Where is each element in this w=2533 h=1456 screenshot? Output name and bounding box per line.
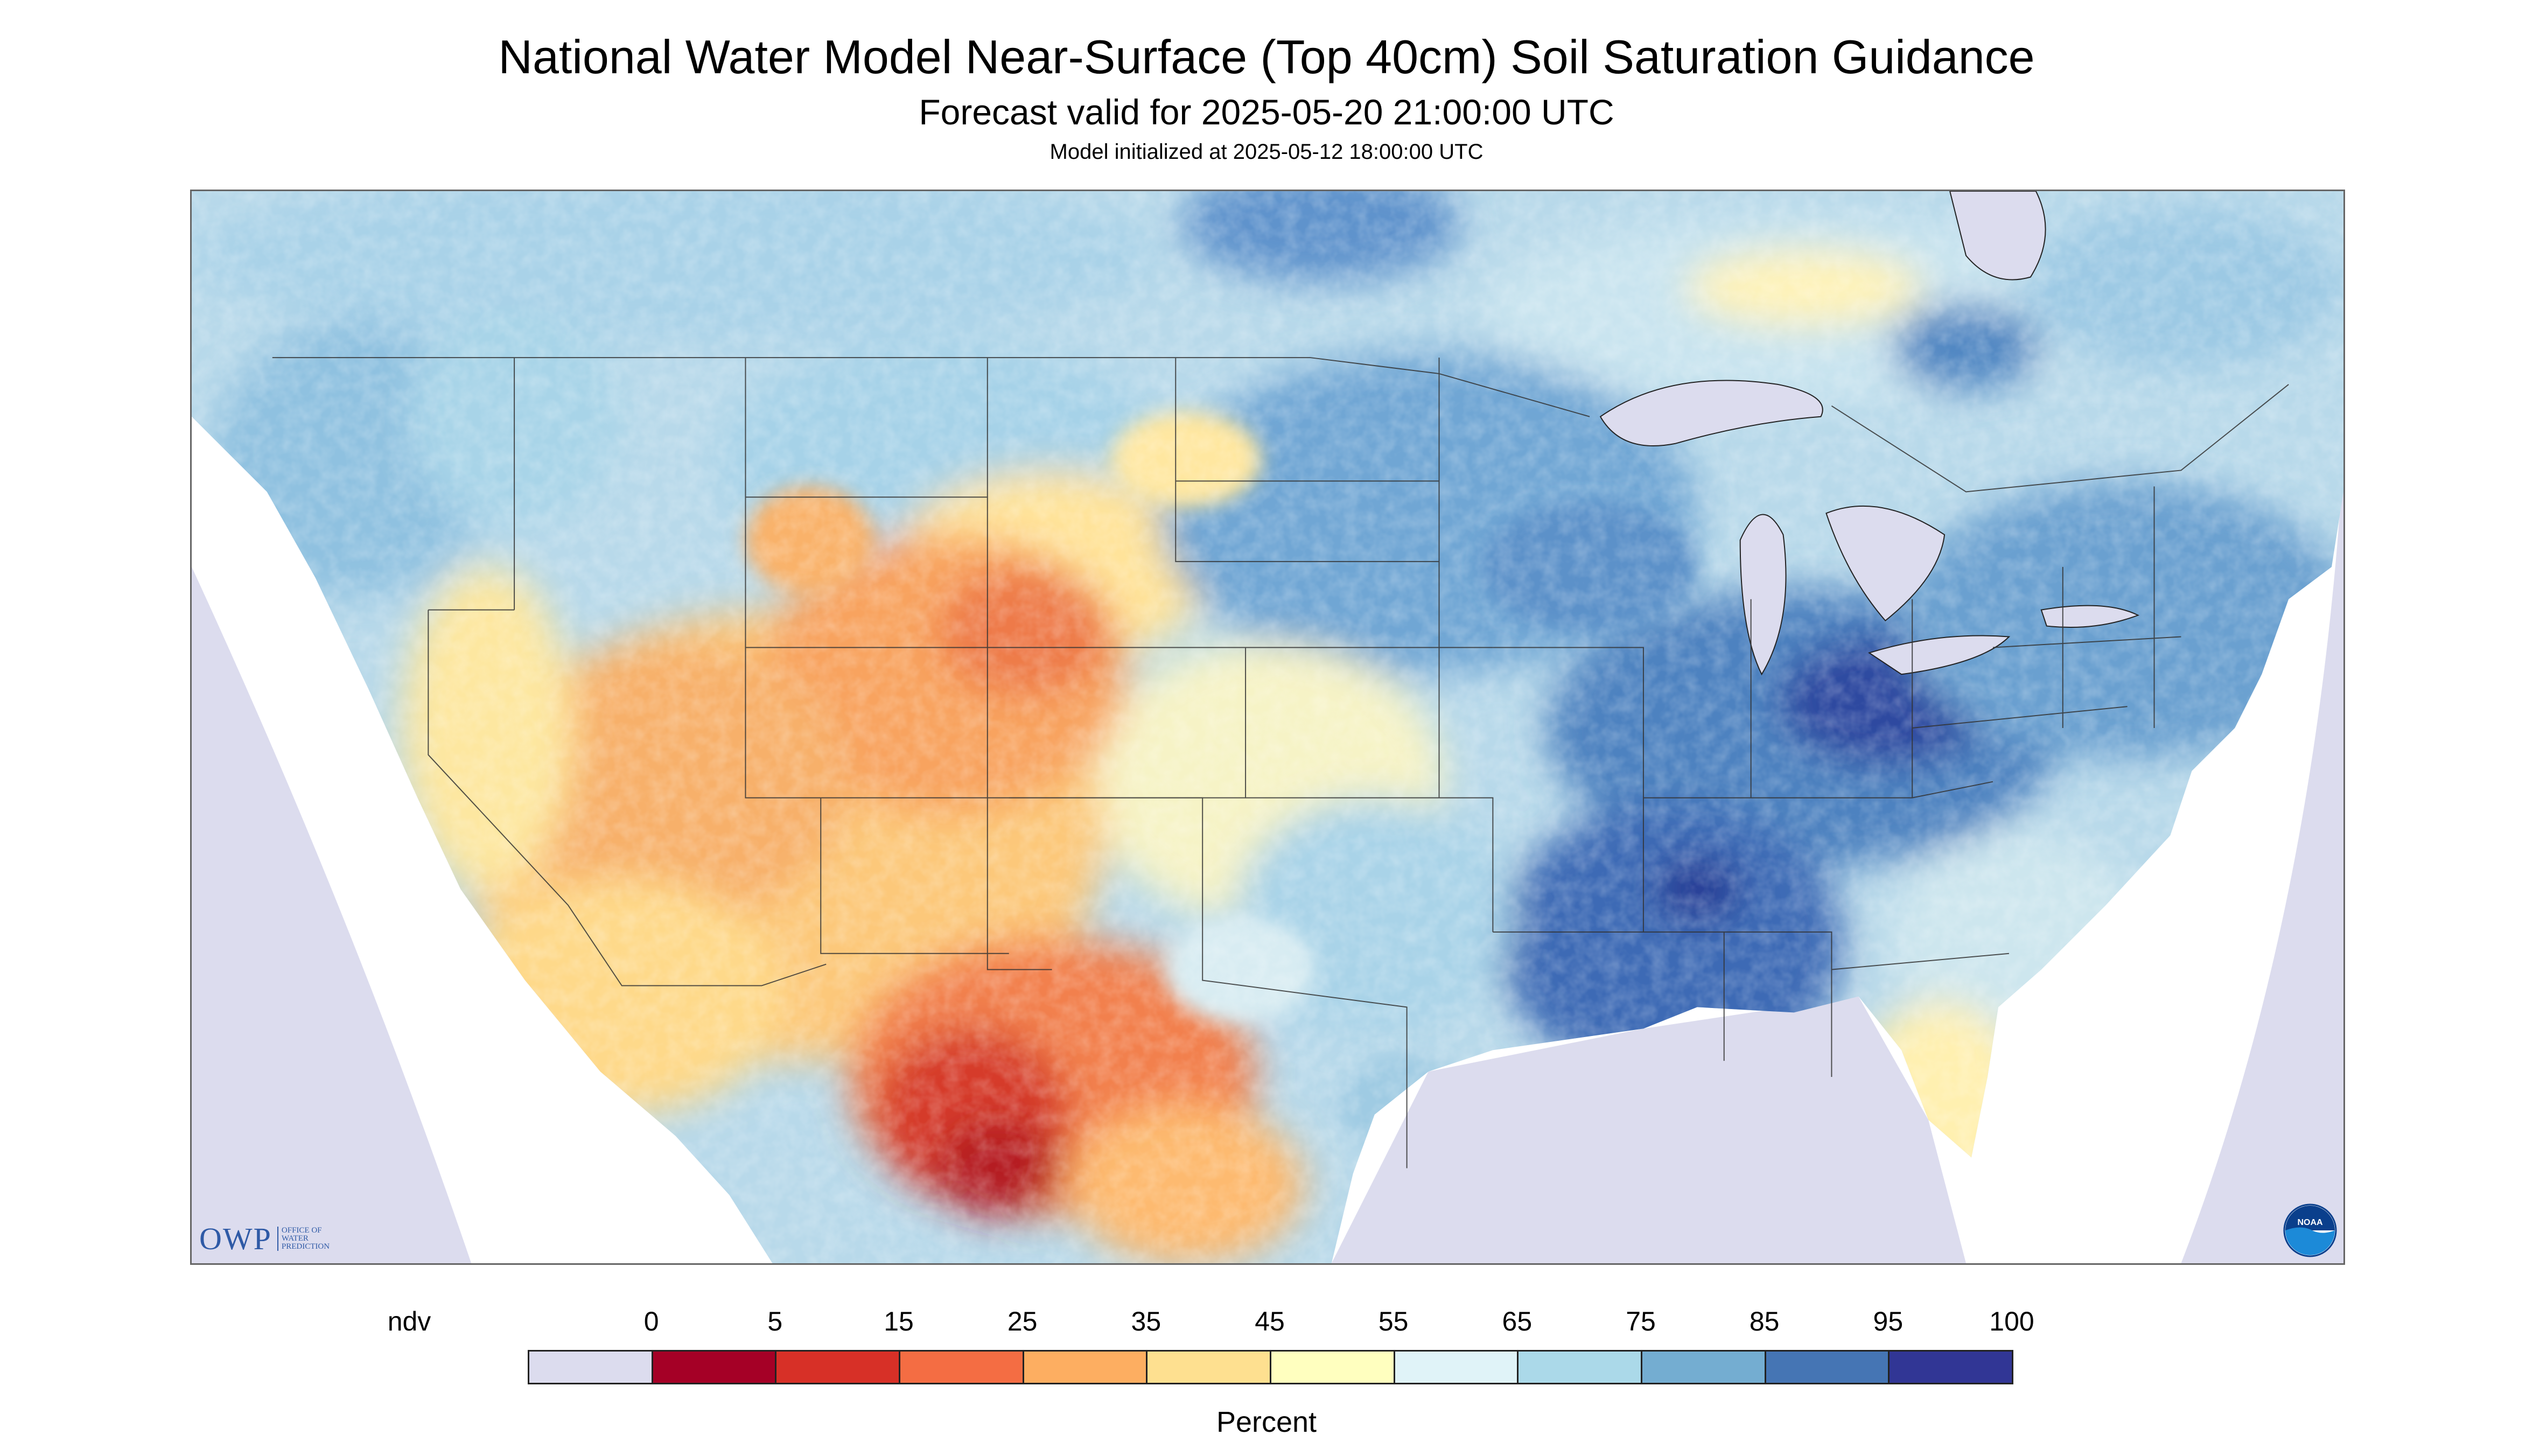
- owp-mark: OWP: [199, 1221, 272, 1256]
- gulf-of-mexico: [1331, 996, 1967, 1263]
- legend-tick-label: ndv: [387, 1306, 431, 1336]
- owp-subtext: OFFICE OF WATER PREDICTION: [277, 1226, 346, 1251]
- model-init-time: Model initialized at 2025-05-12 18:00:00…: [1049, 140, 1484, 164]
- legend-tick-label: 75: [1626, 1306, 1656, 1336]
- legend-swatch: [775, 1350, 900, 1384]
- legend-tick-label: 25: [1007, 1306, 1038, 1336]
- legend-swatch: [1517, 1350, 1642, 1384]
- hudson-bay-inlet: [1949, 191, 2046, 281]
- legend-tick-label: 65: [1502, 1306, 1533, 1336]
- map-title: National Water Model Near-Surface (Top 4…: [498, 30, 2035, 83]
- pacific-ocean: [192, 566, 472, 1263]
- saturation-map: [190, 190, 2345, 1265]
- legend-tick-label: 5: [767, 1306, 783, 1336]
- noaa-text: NOAA: [2297, 1218, 2323, 1227]
- legend-tick-label: 95: [1873, 1306, 1904, 1336]
- noaa-logo: NOAA: [2283, 1203, 2337, 1257]
- legend-tick-label: 45: [1255, 1306, 1285, 1336]
- lake-huron: [1825, 505, 1946, 621]
- legend-tick-label: 15: [884, 1306, 914, 1336]
- legend-tick-label: 55: [1378, 1306, 1409, 1336]
- great-lakes: [1599, 191, 2140, 676]
- lake-superior: [1599, 380, 1823, 447]
- legend-tick-label: 85: [1749, 1306, 1780, 1336]
- map-canvas: [192, 191, 2343, 1263]
- lake-ontario: [2040, 605, 2140, 628]
- state-borders: [272, 357, 2289, 1168]
- lake-michigan: [1739, 514, 1787, 676]
- legend-swatch: [1146, 1350, 1271, 1384]
- legend-tick-label: 0: [643, 1306, 659, 1336]
- legend-swatch: [1888, 1350, 2013, 1384]
- owp-logo: OWP OFFICE OF WATER PREDICTION: [199, 1220, 346, 1257]
- legend-swatch: [1022, 1350, 1148, 1384]
- legend-tick-label: 100: [1989, 1306, 2034, 1336]
- legend-swatch: [651, 1350, 777, 1384]
- legend-swatch: [1641, 1350, 1766, 1384]
- legend-swatch: [1393, 1350, 1519, 1384]
- forecast-valid-time: Forecast valid for 2025-05-20 21:00:00 U…: [919, 92, 1614, 132]
- legend-tick-label: 35: [1131, 1306, 1161, 1336]
- legend-swatch: [899, 1350, 1024, 1384]
- legend-title: Percent: [1216, 1406, 1317, 1438]
- atlantic-ocean: [2181, 459, 2343, 1263]
- legend-swatch: [1764, 1350, 1890, 1384]
- legend-swatch: [1270, 1350, 1395, 1384]
- legend-swatch: [528, 1350, 653, 1384]
